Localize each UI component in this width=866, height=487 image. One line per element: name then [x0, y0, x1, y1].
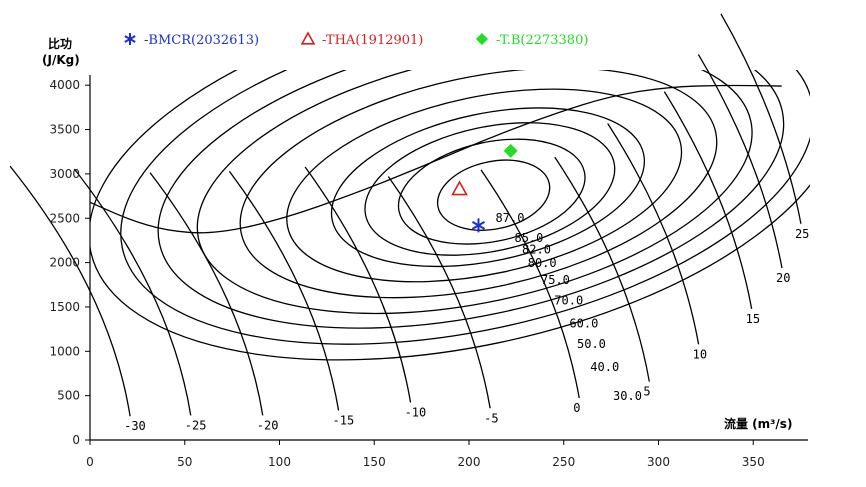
efficiency-label: 50.0 — [577, 337, 606, 351]
y-tick-label: 1000 — [49, 344, 80, 358]
blade-angle-curve — [663, 91, 753, 310]
blade-angle-label: 25 — [795, 227, 809, 241]
x-tick-label: 250 — [552, 455, 575, 469]
legend-marker-triangle — [300, 31, 316, 45]
efficiency-contour — [330, 107, 646, 268]
blade-angle-label: -20 — [257, 418, 279, 432]
x-tick-label: 150 — [363, 455, 386, 469]
legend-label: -BMCR(2032613) — [144, 33, 259, 48]
x-tick-label: 50 — [177, 455, 192, 469]
x-tick-label: 200 — [458, 455, 481, 469]
efficiency-contour — [90, 70, 810, 361]
efficiency-label: 85.0 — [514, 231, 543, 245]
blade-angle-label: 0 — [573, 401, 580, 415]
blade-angle-label: -10 — [405, 405, 427, 419]
blade-angle-curve — [480, 169, 580, 399]
y-tick-label: 3000 — [49, 167, 80, 181]
efficiency-contour — [286, 88, 683, 283]
blade-angle-label: 15 — [746, 312, 760, 326]
efficiency-labels: 87.0 85.082.080.0 75.0 70.0 60.0 50.0 40.0 30.0 — [496, 211, 642, 403]
efficiency-contour — [397, 138, 586, 245]
efficiency-label: 70.0 — [554, 293, 583, 307]
x-tick-label: 0 — [86, 455, 94, 469]
operating-points — [451, 143, 518, 233]
y-tick-label: 3500 — [49, 123, 80, 137]
efficiency-label: 82.0 — [522, 243, 551, 257]
legend-marker-diamond — [476, 33, 488, 45]
operating-point-bmcr — [471, 218, 486, 233]
legend-label: -T.B(2273380) — [496, 33, 588, 48]
efficiency-contour — [364, 122, 616, 256]
efficiency-label: 80.0 — [528, 256, 557, 270]
blade-angle-curve — [228, 170, 340, 411]
operating-point-tha — [451, 180, 468, 196]
y-tick-label: 4000 — [49, 78, 80, 92]
blade-angle-label: -30 — [124, 419, 146, 433]
blade-angle-curve — [554, 156, 650, 382]
blade-angle-curve — [697, 54, 783, 269]
x-tick-label: 350 — [742, 455, 765, 469]
efficiency-contour — [239, 70, 718, 299]
blade-angle-label: -5 — [484, 411, 498, 425]
blade-angle-label: 10 — [693, 347, 707, 361]
efficiency-contours — [90, 70, 810, 361]
x-ticks: 0 50 100 150 200 250 300 350 — [86, 440, 765, 469]
operating-point-tb — [503, 143, 518, 158]
y-ticks: 0 500 1000 1500 2000 2500 3000 3500 4000 — [49, 78, 90, 447]
blade-angle-curve — [149, 172, 264, 416]
y-tick-label: 1500 — [49, 300, 80, 314]
y-tick-label: 0 — [72, 433, 80, 447]
x-tick-label: 300 — [647, 455, 670, 469]
blade-angle-label: 5 — [643, 385, 650, 399]
blade-angle-labels: -30 -25 -20 -15 -10 -5 0 5 10 15 20 25 — [124, 227, 809, 433]
envelope-line — [89, 84, 782, 234]
blade-angle-curve — [73, 168, 192, 416]
blade-angle-label: 20 — [776, 271, 790, 285]
efficiency-label: 75.0 — [541, 273, 570, 287]
blade-angle-curve — [607, 123, 700, 345]
blade-angle-curve — [720, 13, 802, 224]
efficiency-contour — [436, 159, 551, 231]
efficiency-contour — [157, 70, 785, 329]
efficiency-label: 60.0 — [569, 316, 598, 330]
efficiency-contour — [196, 70, 753, 315]
y-axis-title-line1: 比功 — [48, 36, 72, 51]
blade-angle-curve — [387, 176, 491, 409]
y-tick-label: 2500 — [49, 211, 80, 225]
efficiency-label: 40.0 — [590, 360, 619, 374]
blade-angle-label: -15 — [333, 413, 355, 427]
efficiency-contour — [120, 70, 810, 345]
x-tick-label: 100 — [268, 455, 291, 469]
y-tick-label: 500 — [57, 389, 80, 403]
axes — [89, 75, 808, 441]
legend-label: -THA(1912901) — [322, 33, 423, 48]
x-axis-title: 流量 (m³/s) — [724, 416, 792, 431]
efficiency-label: 87.0 — [496, 211, 525, 225]
legend: -BMCR(2032613) -THA(1912901) -T.B(2273380) — [124, 31, 588, 48]
efficiency-label: 30.0 — [613, 389, 642, 403]
y-tick-label: 2000 — [49, 256, 80, 270]
blade-angle-label: -25 — [185, 418, 207, 432]
blade-angle-curves — [9, 13, 802, 417]
legend-marker-asterisk — [124, 33, 136, 45]
y-axis-title-line2: (J/Kg) — [42, 53, 80, 67]
blade-angle-curve — [304, 166, 412, 403]
surge-envelope — [89, 84, 782, 234]
